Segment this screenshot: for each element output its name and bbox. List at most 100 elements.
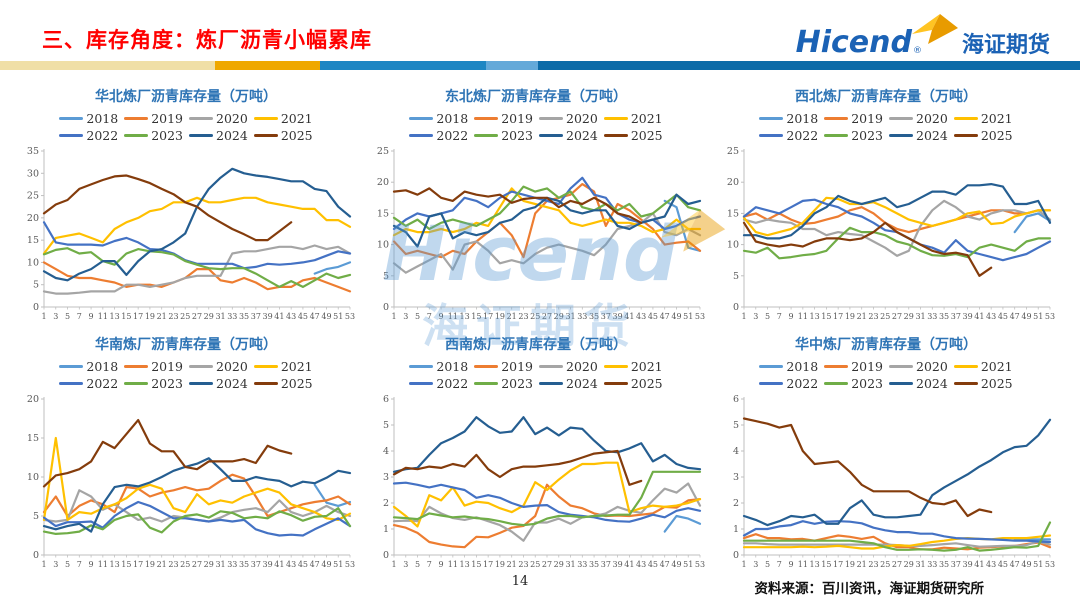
series-line-2019 (42, 261, 352, 293)
svg-text:17: 17 (133, 312, 143, 321)
legend-swatch (124, 117, 149, 120)
series-line-2022 (392, 176, 702, 231)
svg-text:1: 1 (391, 312, 396, 321)
legend-label: 2022 (786, 128, 819, 143)
svg-text:51: 51 (683, 560, 693, 569)
svg-text:43: 43 (986, 312, 996, 321)
svg-text:0: 0 (33, 302, 39, 313)
legend-label: 2021 (980, 359, 1013, 374)
series-line-2023 (742, 226, 1052, 260)
svg-text:39: 39 (963, 312, 973, 321)
legend-swatch (409, 382, 434, 385)
legend-label: 2018 (786, 359, 819, 374)
legend-item-2025: 2025 (953, 376, 1013, 391)
svg-text:23: 23 (868, 312, 878, 321)
svg-text:27: 27 (892, 312, 902, 321)
legend-swatch (59, 117, 84, 120)
svg-text:23: 23 (168, 560, 178, 569)
svg-text:39: 39 (613, 560, 623, 569)
svg-text:19: 19 (145, 560, 155, 569)
legend-swatch (124, 365, 149, 368)
legend-item-2020: 2020 (539, 359, 598, 374)
legend-label: 2022 (436, 128, 469, 143)
svg-text:51: 51 (333, 312, 343, 321)
svg-text:33: 33 (227, 560, 237, 569)
series-line-2025 (742, 221, 993, 277)
legend-swatch (759, 134, 784, 137)
svg-text:51: 51 (1033, 560, 1043, 569)
chart-north-china: 华北炼厂沥青库存量（万吨） 2018 2019 2020 2021 2022 2023 202… (12, 80, 360, 328)
svg-text:47: 47 (660, 560, 670, 569)
legend-swatch (759, 117, 784, 120)
svg-text:5: 5 (415, 560, 420, 569)
svg-text:5: 5 (765, 312, 770, 321)
svg-text:33: 33 (227, 312, 237, 321)
legend-label: 2019 (501, 359, 533, 374)
svg-text:19: 19 (495, 560, 505, 569)
legend-item-2021: 2021 (253, 111, 313, 126)
legend-item-2024: 2024 (889, 128, 948, 143)
legend-label: 2021 (980, 111, 1013, 126)
legend-item-2020: 2020 (189, 359, 248, 374)
legend-label: 2024 (916, 376, 948, 391)
series-line-2024 (742, 418, 1052, 527)
svg-text:49: 49 (671, 560, 681, 569)
legend-swatch (953, 134, 978, 137)
svg-text:31: 31 (915, 312, 925, 321)
svg-text:20: 20 (377, 177, 389, 188)
svg-text:45: 45 (998, 312, 1008, 321)
svg-text:15: 15 (121, 560, 131, 569)
svg-text:15: 15 (471, 312, 481, 321)
legend-item-2021: 2021 (603, 111, 663, 126)
svg-text:35: 35 (589, 312, 599, 321)
chart-legend: 2018 2019 2020 2021 2022 2023 2024 2025 (759, 111, 1013, 143)
logo-arrow-icon (910, 12, 960, 52)
svg-text:31: 31 (565, 312, 575, 321)
series-line-2025 (42, 419, 293, 488)
legend-item-2018: 2018 (59, 111, 118, 126)
legend-item-2019: 2019 (824, 359, 883, 374)
legend-swatch (539, 117, 563, 120)
svg-text:11: 11 (98, 560, 108, 569)
svg-text:0: 0 (33, 550, 39, 561)
legend-item-2025: 2025 (253, 376, 313, 391)
svg-text:7: 7 (77, 560, 82, 569)
legend-swatch (759, 382, 784, 385)
svg-text:5: 5 (765, 560, 770, 569)
series-line-2024 (742, 182, 1052, 240)
svg-text:21: 21 (857, 312, 867, 321)
svg-text:51: 51 (1033, 312, 1043, 321)
svg-text:15: 15 (727, 208, 739, 219)
legend-label: 2025 (630, 376, 663, 391)
series-line-2018 (663, 514, 702, 533)
svg-text:21: 21 (507, 312, 517, 321)
svg-text:33: 33 (927, 312, 937, 321)
svg-text:35: 35 (239, 560, 249, 569)
legend-item-2025: 2025 (253, 128, 313, 143)
legend-swatch (953, 382, 978, 385)
svg-text:31: 31 (915, 560, 925, 569)
svg-text:7: 7 (777, 312, 782, 321)
chart-title: 西南炼厂沥青库存量（万吨） (445, 337, 627, 353)
series-line-2022 (742, 520, 1052, 544)
legend-swatch (474, 365, 499, 368)
legend-swatch (474, 382, 499, 385)
legend-swatch (253, 134, 278, 137)
page-number: 14 (511, 574, 529, 589)
legend-swatch (824, 365, 849, 368)
svg-text:49: 49 (671, 312, 681, 321)
svg-text:47: 47 (1010, 312, 1020, 321)
svg-text:29: 29 (554, 560, 564, 569)
svg-text:27: 27 (542, 560, 552, 569)
chart-title: 西北炼厂沥青库存量（万吨） (795, 89, 977, 105)
svg-text:25: 25 (727, 146, 739, 157)
svg-text:17: 17 (833, 312, 843, 321)
accent-bar-segment (486, 61, 538, 70)
svg-text:17: 17 (483, 312, 493, 321)
series-line-2023 (42, 507, 352, 535)
legend-swatch (603, 365, 628, 368)
svg-text:45: 45 (998, 560, 1008, 569)
legend-label: 2023 (151, 128, 183, 143)
svg-text:29: 29 (204, 312, 214, 321)
